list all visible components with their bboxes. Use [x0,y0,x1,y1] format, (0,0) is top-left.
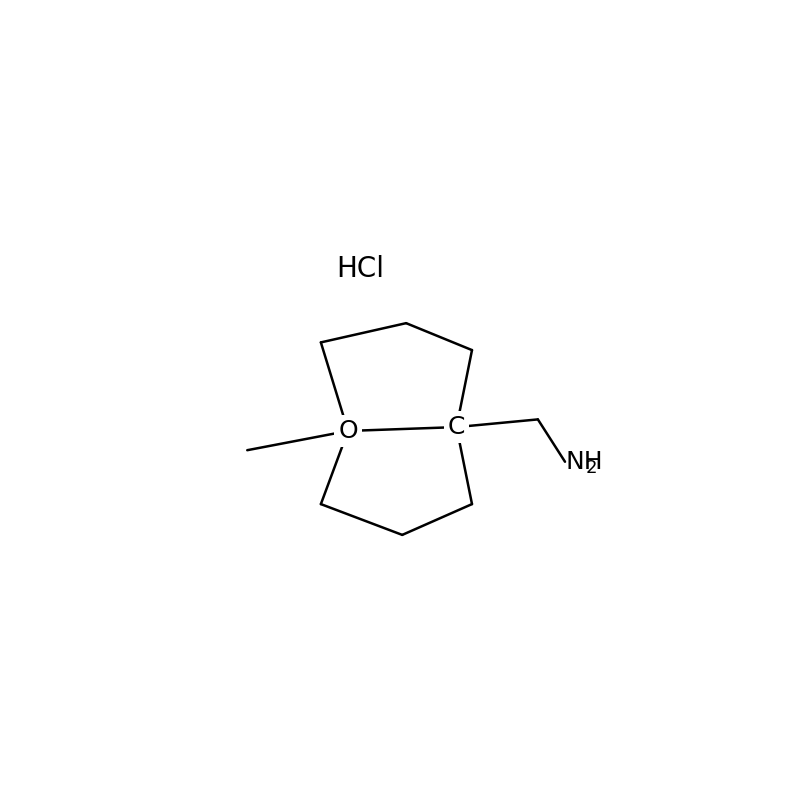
Text: 2: 2 [585,459,597,477]
Text: O: O [338,419,358,443]
Text: C: C [448,415,465,439]
Text: NH: NH [565,450,602,474]
Text: HCl: HCl [336,255,384,283]
